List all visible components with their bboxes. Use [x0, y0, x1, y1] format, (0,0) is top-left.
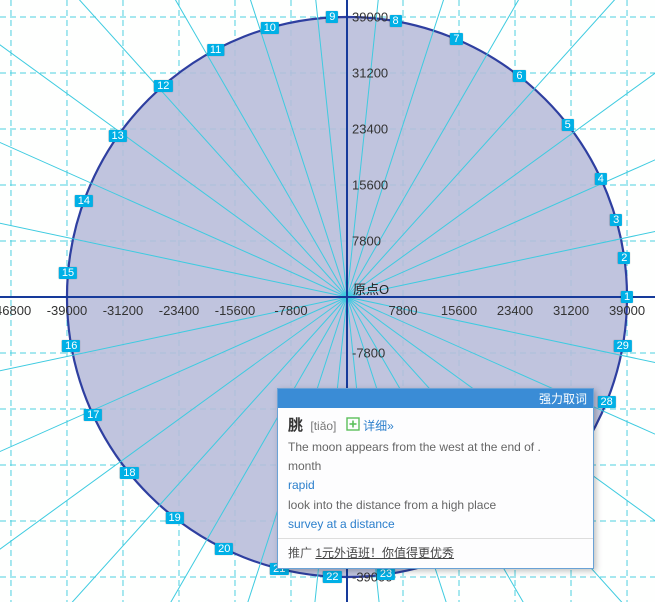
definition-line: The moon appears from the west at the en…	[288, 438, 583, 457]
circle-node[interactable]: 20	[215, 543, 233, 555]
y-tick-label: -7800	[352, 346, 385, 361]
popup-header[interactable]: 强力取词	[278, 389, 593, 408]
x-tick-label: -31200	[103, 303, 143, 318]
circle-node[interactable]: 5	[562, 119, 574, 131]
origin-label: 原点O	[353, 279, 389, 298]
chart-container: -46800 -39000 -31200 -23400 -15600 -7800 7800 1…	[0, 0, 655, 602]
circle-node[interactable]: 28	[598, 396, 616, 408]
footer-prefix: 推广	[288, 546, 315, 560]
y-tick-label: 39000	[352, 9, 388, 24]
pinyin: [tiǎo]	[310, 419, 336, 433]
circle-node[interactable]: 3	[610, 214, 622, 226]
circle-node[interactable]: 8	[390, 15, 402, 27]
x-tick-label: -46800	[0, 303, 31, 318]
circle-node[interactable]: 23	[377, 568, 395, 580]
circle-node[interactable]: 6	[513, 70, 525, 82]
circle-node[interactable]: 10	[261, 22, 279, 34]
circle-node[interactable]: 7	[450, 33, 462, 45]
x-tick-label: 7800	[389, 303, 418, 318]
footer-promo-link[interactable]: 1元外语班！你值得更优秀	[315, 546, 454, 560]
circle-node[interactable]: 14	[75, 195, 93, 207]
y-tick-label: 15600	[352, 177, 388, 192]
expand-icon[interactable]	[346, 417, 360, 437]
x-tick-label: 39000	[609, 303, 645, 318]
circle-node[interactable]: 17	[84, 409, 102, 421]
popup-header-text: 强力取词	[539, 392, 587, 406]
circle-node[interactable]: 2	[618, 252, 630, 264]
circle-node[interactable]: 12	[154, 80, 172, 92]
definition-line: month	[288, 457, 583, 476]
x-tick-label: -23400	[159, 303, 199, 318]
circle-node[interactable]: 18	[120, 467, 138, 479]
popup-body: 朓 [tiǎo] 详细» The moon appears from the w…	[278, 408, 593, 538]
definition-line[interactable]: survey at a distance	[288, 515, 583, 534]
circle-node[interactable]: 13	[108, 130, 126, 142]
circle-node[interactable]: 29	[614, 340, 632, 352]
circle-node[interactable]: 15	[59, 267, 77, 279]
y-tick-label: 23400	[352, 121, 388, 136]
circle-node[interactable]: 1	[621, 291, 633, 303]
y-tick-label: 31200	[352, 65, 388, 80]
detail-link[interactable]: 详细»	[363, 419, 394, 433]
x-tick-label: -7800	[274, 303, 307, 318]
circle-node[interactable]: 19	[165, 512, 183, 524]
circle-node[interactable]: 11	[207, 44, 224, 56]
popup-definitions: The moon appears from the west at the en…	[288, 438, 583, 534]
circle-node[interactable]: 22	[323, 571, 341, 583]
circle-node[interactable]: 4	[595, 173, 607, 185]
x-tick-label: -39000	[47, 303, 87, 318]
x-tick-label: 31200	[553, 303, 589, 318]
x-tick-label: -15600	[215, 303, 255, 318]
definition-line: look into the distance from a high place	[288, 496, 583, 515]
dictionary-popup[interactable]: 强力取词 朓 [tiǎo] 详细» The moon appears from …	[277, 388, 594, 569]
circle-node[interactable]: 9	[326, 11, 338, 23]
x-tick-label: 15600	[441, 303, 477, 318]
headword-row: 朓 [tiǎo] 详细»	[288, 414, 583, 438]
x-tick-label: 23400	[497, 303, 533, 318]
headword: 朓	[288, 417, 303, 434]
popup-footer: 推广 1元外语班！你值得更优秀	[278, 538, 593, 568]
y-tick-label: 7800	[352, 233, 381, 248]
circle-node[interactable]: 16	[62, 340, 80, 352]
definition-line[interactable]: rapid	[288, 476, 583, 495]
